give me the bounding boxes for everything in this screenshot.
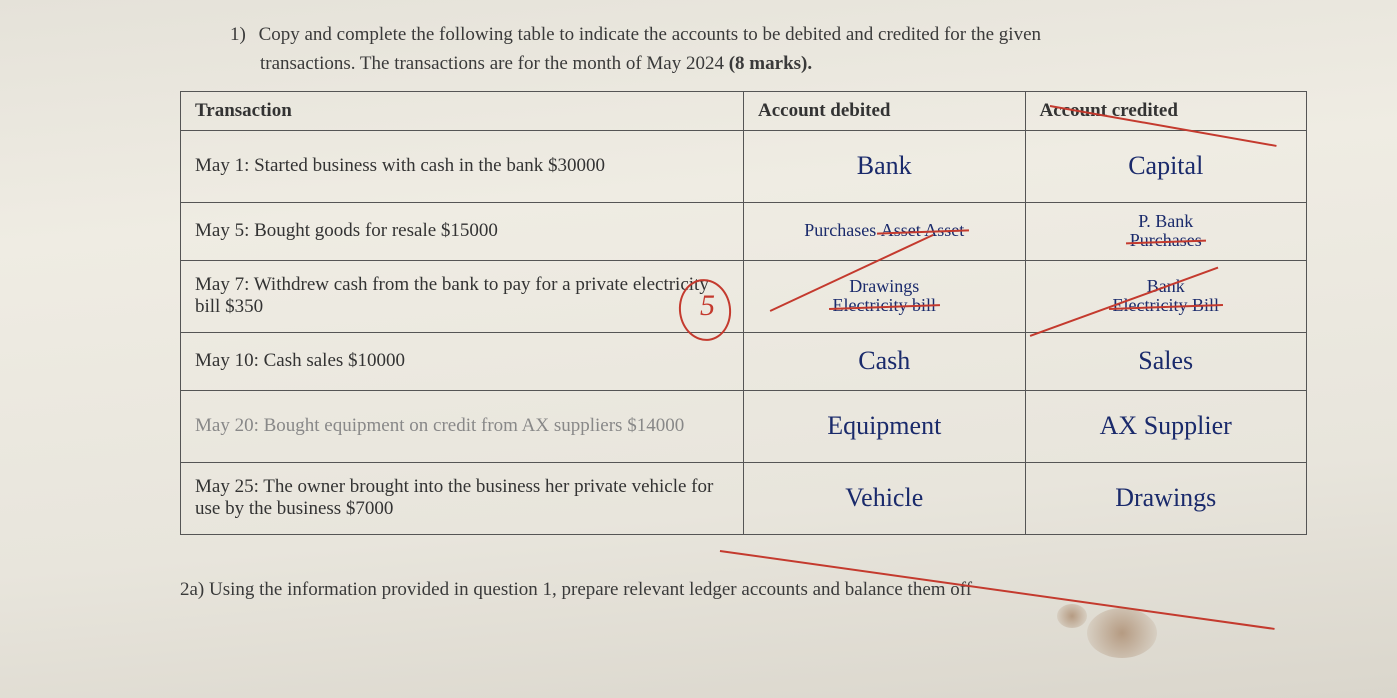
handwritten-debit: Equipment [758, 412, 1011, 441]
debit-cell: Drawings Electricity bill [744, 260, 1026, 332]
struck-text: Electricity Bill [1113, 296, 1219, 316]
header-credit: Account credited [1025, 91, 1307, 130]
struck-text: Purchases [1130, 231, 1202, 251]
transactions-table: Transaction Account debited Account cred… [180, 91, 1307, 535]
credit-cell: Bank Electricity Bill [1025, 260, 1307, 332]
transaction-cell: May 5: Bought goods for resale $15000 [181, 202, 744, 260]
question-marks: (8 marks). [729, 53, 812, 74]
question-line-1: Copy and complete the following table to… [259, 24, 1041, 45]
table-row: May 10: Cash sales $10000 Cash Sales [181, 332, 1307, 390]
debit-cell: Equipment [744, 390, 1026, 462]
paper-stain [1057, 604, 1087, 628]
transaction-cell: May 25: The owner brought into the busin… [181, 462, 744, 534]
credit-cell: Drawings [1025, 462, 1307, 534]
credit-cell: P. Bank Purchases [1025, 202, 1307, 260]
table-header-row: Transaction Account debited Account cred… [181, 91, 1307, 130]
header-debit: Account debited [744, 91, 1026, 130]
struck-text: Asset Asset [881, 221, 965, 241]
credit-cell: AX Supplier [1025, 390, 1307, 462]
handwritten-debit: Drawings Electricity bill [758, 277, 1011, 317]
table-row: May 7: Withdrew cash from the bank to pa… [181, 260, 1307, 332]
handwritten-credit: Bank Electricity Bill [1040, 277, 1293, 317]
handwritten-debit: Purchases Asset Asset [758, 221, 1011, 241]
handwritten-credit: Capital [1040, 152, 1293, 181]
handwritten-credit: Sales [1040, 347, 1293, 376]
table-row: May 25: The owner brought into the busin… [181, 462, 1307, 534]
handwritten-credit: P. Bank Purchases [1040, 212, 1293, 252]
question-number: 1) [230, 20, 246, 49]
transaction-cell: May 1: Started business with cash in the… [181, 130, 744, 202]
handwritten-debit: Bank [758, 152, 1011, 181]
handwritten-credit: AX Supplier [1040, 412, 1293, 441]
table-row: May 5: Bought goods for resale $15000 Pu… [181, 202, 1307, 260]
credit-cell: Sales [1025, 332, 1307, 390]
question-line-2: transactions. The transactions are for t… [260, 53, 729, 74]
header-transaction: Transaction [181, 91, 744, 130]
debit-cell: Cash [744, 332, 1026, 390]
paper-stain [1087, 608, 1157, 658]
question-1-text: 1) Copy and complete the following table… [180, 20, 1307, 79]
debit-cell: Purchases Asset Asset [744, 202, 1026, 260]
transaction-cell: May 7: Withdrew cash from the bank to pa… [181, 260, 744, 332]
red-grading-score: 5 [700, 289, 715, 323]
worksheet-paper: 1) Copy and complete the following table… [0, 0, 1397, 698]
transaction-cell: May 20: Bought equipment on credit from … [181, 390, 744, 462]
handwritten-debit: Cash [758, 347, 1011, 376]
debit-cell: Vehicle [744, 462, 1026, 534]
handwritten-debit: Vehicle [758, 484, 1011, 513]
struck-text: Electricity bill [833, 296, 936, 316]
table-row: May 1: Started business with cash in the… [181, 130, 1307, 202]
table-row: May 20: Bought equipment on credit from … [181, 390, 1307, 462]
handwritten-credit: Drawings [1040, 484, 1293, 513]
transaction-cell: May 10: Cash sales $10000 [181, 332, 744, 390]
credit-cell: Capital [1025, 130, 1307, 202]
debit-cell: Bank [744, 130, 1026, 202]
question-2a-text: 2a) Using the information provided in qu… [180, 579, 1307, 601]
